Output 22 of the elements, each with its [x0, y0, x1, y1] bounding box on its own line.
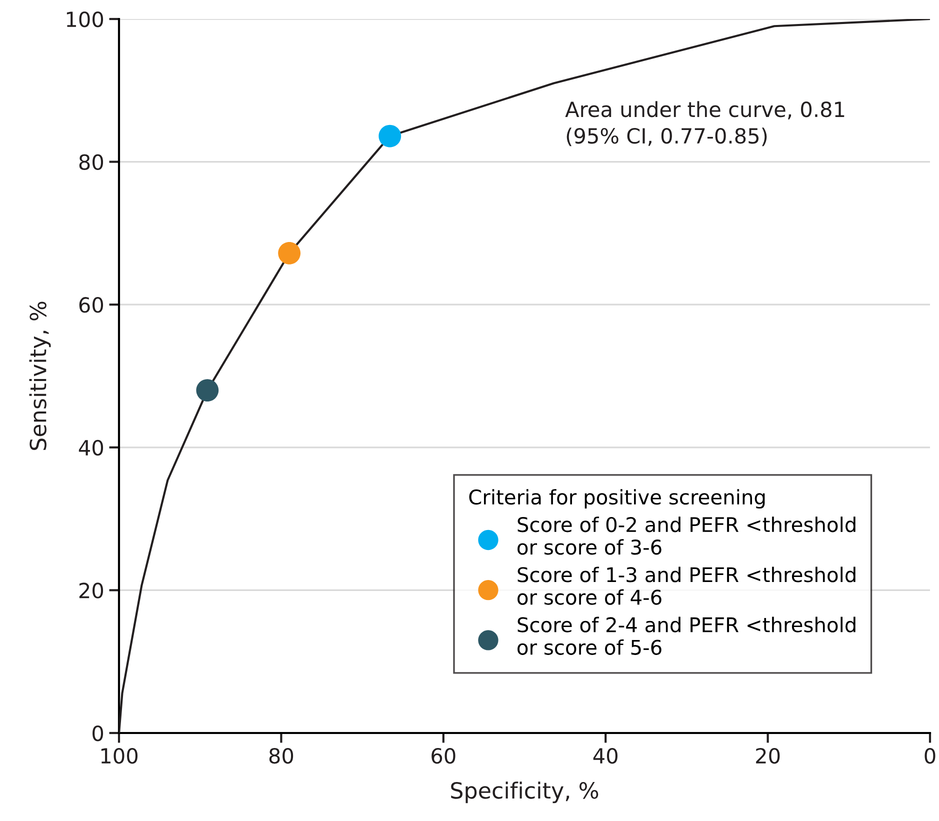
- x-tick-label: 100: [101, 748, 138, 764]
- legend-label: Score of 0-2 and PEFR <threshold or score of 3-6: [518, 516, 856, 555]
- point: [278, 242, 301, 264]
- point: [196, 379, 219, 402]
- y-tick-label: 60: [79, 297, 104, 313]
- y-axis-title: Sensitivity, %: [29, 302, 51, 450]
- y-tick-label: 100: [66, 11, 104, 28]
- legend-label: Score of 1-3 and PEFR <threshold or score of 4-6: [518, 566, 856, 605]
- point: [378, 124, 402, 148]
- x-tick-label: 0: [924, 748, 936, 764]
- y-tick-label: 40: [78, 440, 104, 456]
- x-axis-title: Specificity, %: [451, 782, 598, 804]
- x-tick-label: 80: [269, 748, 294, 764]
- legend-label: Score of 2-4 and PEFR <threshold or score of 5-6: [518, 616, 856, 655]
- y-tick-label: 0: [92, 725, 104, 742]
- x-tick-label: 60: [432, 748, 456, 764]
- x-tick-label: 20: [756, 748, 780, 764]
- legend-title: Criteria for positive screening: [469, 489, 765, 509]
- x-tick-label: 40: [593, 748, 618, 764]
- y-tick-label: 80: [79, 154, 104, 170]
- y-tick-label: 20: [79, 582, 104, 598]
- annotation: Area under the curve, 0.81 (95% CI, 0.77-0.85): [565, 101, 844, 146]
